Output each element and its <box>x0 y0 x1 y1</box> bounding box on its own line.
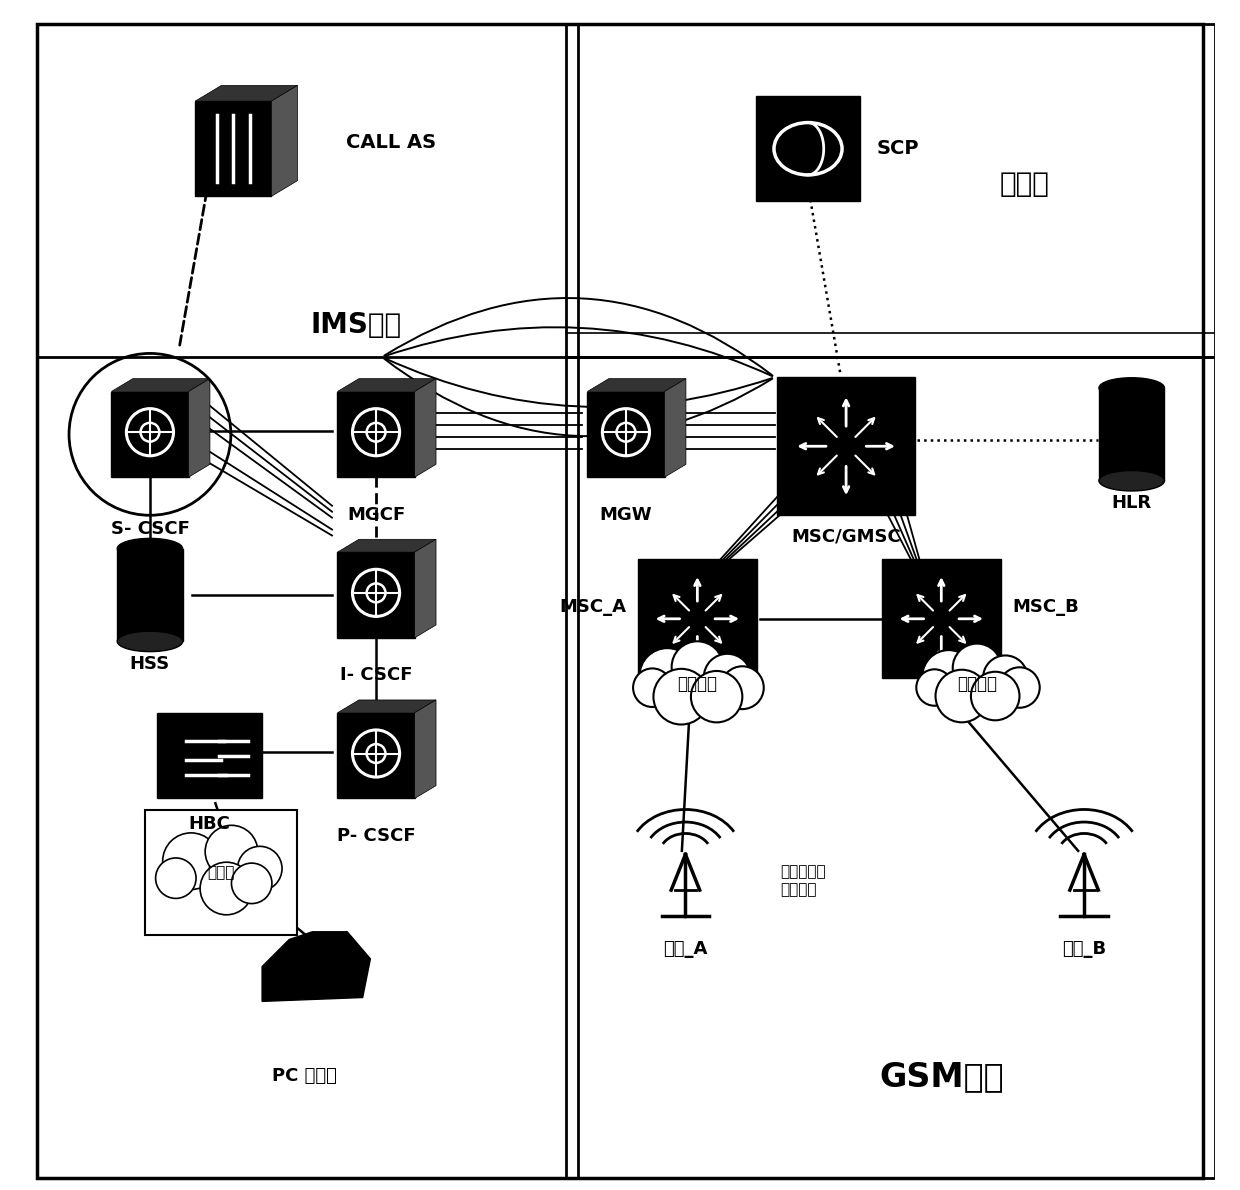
Polygon shape <box>414 378 436 477</box>
Ellipse shape <box>1099 470 1164 491</box>
Text: HBC: HBC <box>188 815 231 833</box>
Bar <box>118 549 182 641</box>
Text: SCP: SCP <box>877 139 920 158</box>
FancyArrowPatch shape <box>384 298 773 376</box>
Polygon shape <box>112 392 188 477</box>
Polygon shape <box>414 700 436 798</box>
Circle shape <box>653 669 709 725</box>
Circle shape <box>952 644 1001 693</box>
Bar <box>882 559 1001 678</box>
Polygon shape <box>337 713 414 798</box>
FancyArrowPatch shape <box>384 358 773 437</box>
Polygon shape <box>588 392 665 477</box>
Bar <box>777 377 915 515</box>
Text: MGCF: MGCF <box>347 506 405 524</box>
Circle shape <box>640 649 696 703</box>
Circle shape <box>999 668 1039 708</box>
Bar <box>637 559 756 678</box>
Polygon shape <box>188 378 210 477</box>
Circle shape <box>238 846 281 891</box>
Bar <box>157 713 262 798</box>
Text: HLR: HLR <box>1111 494 1152 512</box>
FancyArrowPatch shape <box>384 358 773 407</box>
Ellipse shape <box>118 631 182 652</box>
Polygon shape <box>337 392 414 477</box>
Circle shape <box>935 670 988 722</box>
Text: S- CSCF: S- CSCF <box>110 520 190 538</box>
Text: 智能网: 智能网 <box>999 170 1049 199</box>
Circle shape <box>916 669 952 706</box>
Circle shape <box>720 666 764 709</box>
Circle shape <box>162 833 219 890</box>
Polygon shape <box>337 539 436 552</box>
Ellipse shape <box>118 538 182 559</box>
Polygon shape <box>588 378 686 392</box>
Circle shape <box>704 653 751 701</box>
Bar <box>567 24 1215 357</box>
Circle shape <box>691 671 743 722</box>
Bar <box>37 24 578 1178</box>
Text: CALL AS: CALL AS <box>346 133 436 152</box>
Text: 主叫归属: 主叫归属 <box>677 675 718 694</box>
Text: MSC_A: MSC_A <box>559 597 626 616</box>
Text: MGW: MGW <box>600 506 652 524</box>
Polygon shape <box>337 552 414 638</box>
Text: I- CSCF: I- CSCF <box>340 666 412 684</box>
Polygon shape <box>195 101 272 196</box>
Circle shape <box>971 671 1019 720</box>
Circle shape <box>200 863 253 915</box>
Circle shape <box>672 641 723 693</box>
Text: MSC_B: MSC_B <box>1013 597 1080 616</box>
Polygon shape <box>272 86 298 196</box>
Text: 您拨打的电
话已关机: 您拨打的电 话已关机 <box>781 864 826 897</box>
Polygon shape <box>337 378 436 392</box>
Text: 互联网: 互联网 <box>207 865 236 879</box>
Bar <box>567 357 1215 1178</box>
Polygon shape <box>262 932 371 1002</box>
Polygon shape <box>414 539 436 638</box>
Polygon shape <box>337 700 436 713</box>
Text: 终端_A: 终端_A <box>663 940 708 958</box>
Text: P- CSCF: P- CSCF <box>337 827 415 845</box>
Text: MSC/GMSC: MSC/GMSC <box>791 527 901 545</box>
Bar <box>755 96 861 201</box>
Polygon shape <box>195 86 298 101</box>
Circle shape <box>232 863 272 903</box>
Circle shape <box>923 650 975 702</box>
Circle shape <box>983 656 1028 700</box>
Ellipse shape <box>1099 377 1164 399</box>
Circle shape <box>634 669 672 707</box>
Text: 被叫归属: 被叫归属 <box>957 675 997 694</box>
Circle shape <box>205 826 258 878</box>
Bar <box>145 809 298 935</box>
Polygon shape <box>665 378 686 477</box>
Text: IMS网络: IMS网络 <box>310 311 402 339</box>
FancyArrowPatch shape <box>384 327 773 376</box>
Text: HSS: HSS <box>130 654 170 672</box>
Polygon shape <box>112 378 210 392</box>
Circle shape <box>155 858 196 898</box>
Text: PC 客户端: PC 客户端 <box>273 1067 337 1085</box>
Bar <box>1099 388 1164 481</box>
Text: GSM网络: GSM网络 <box>879 1060 1003 1094</box>
Text: 终端_B: 终端_B <box>1061 940 1106 958</box>
